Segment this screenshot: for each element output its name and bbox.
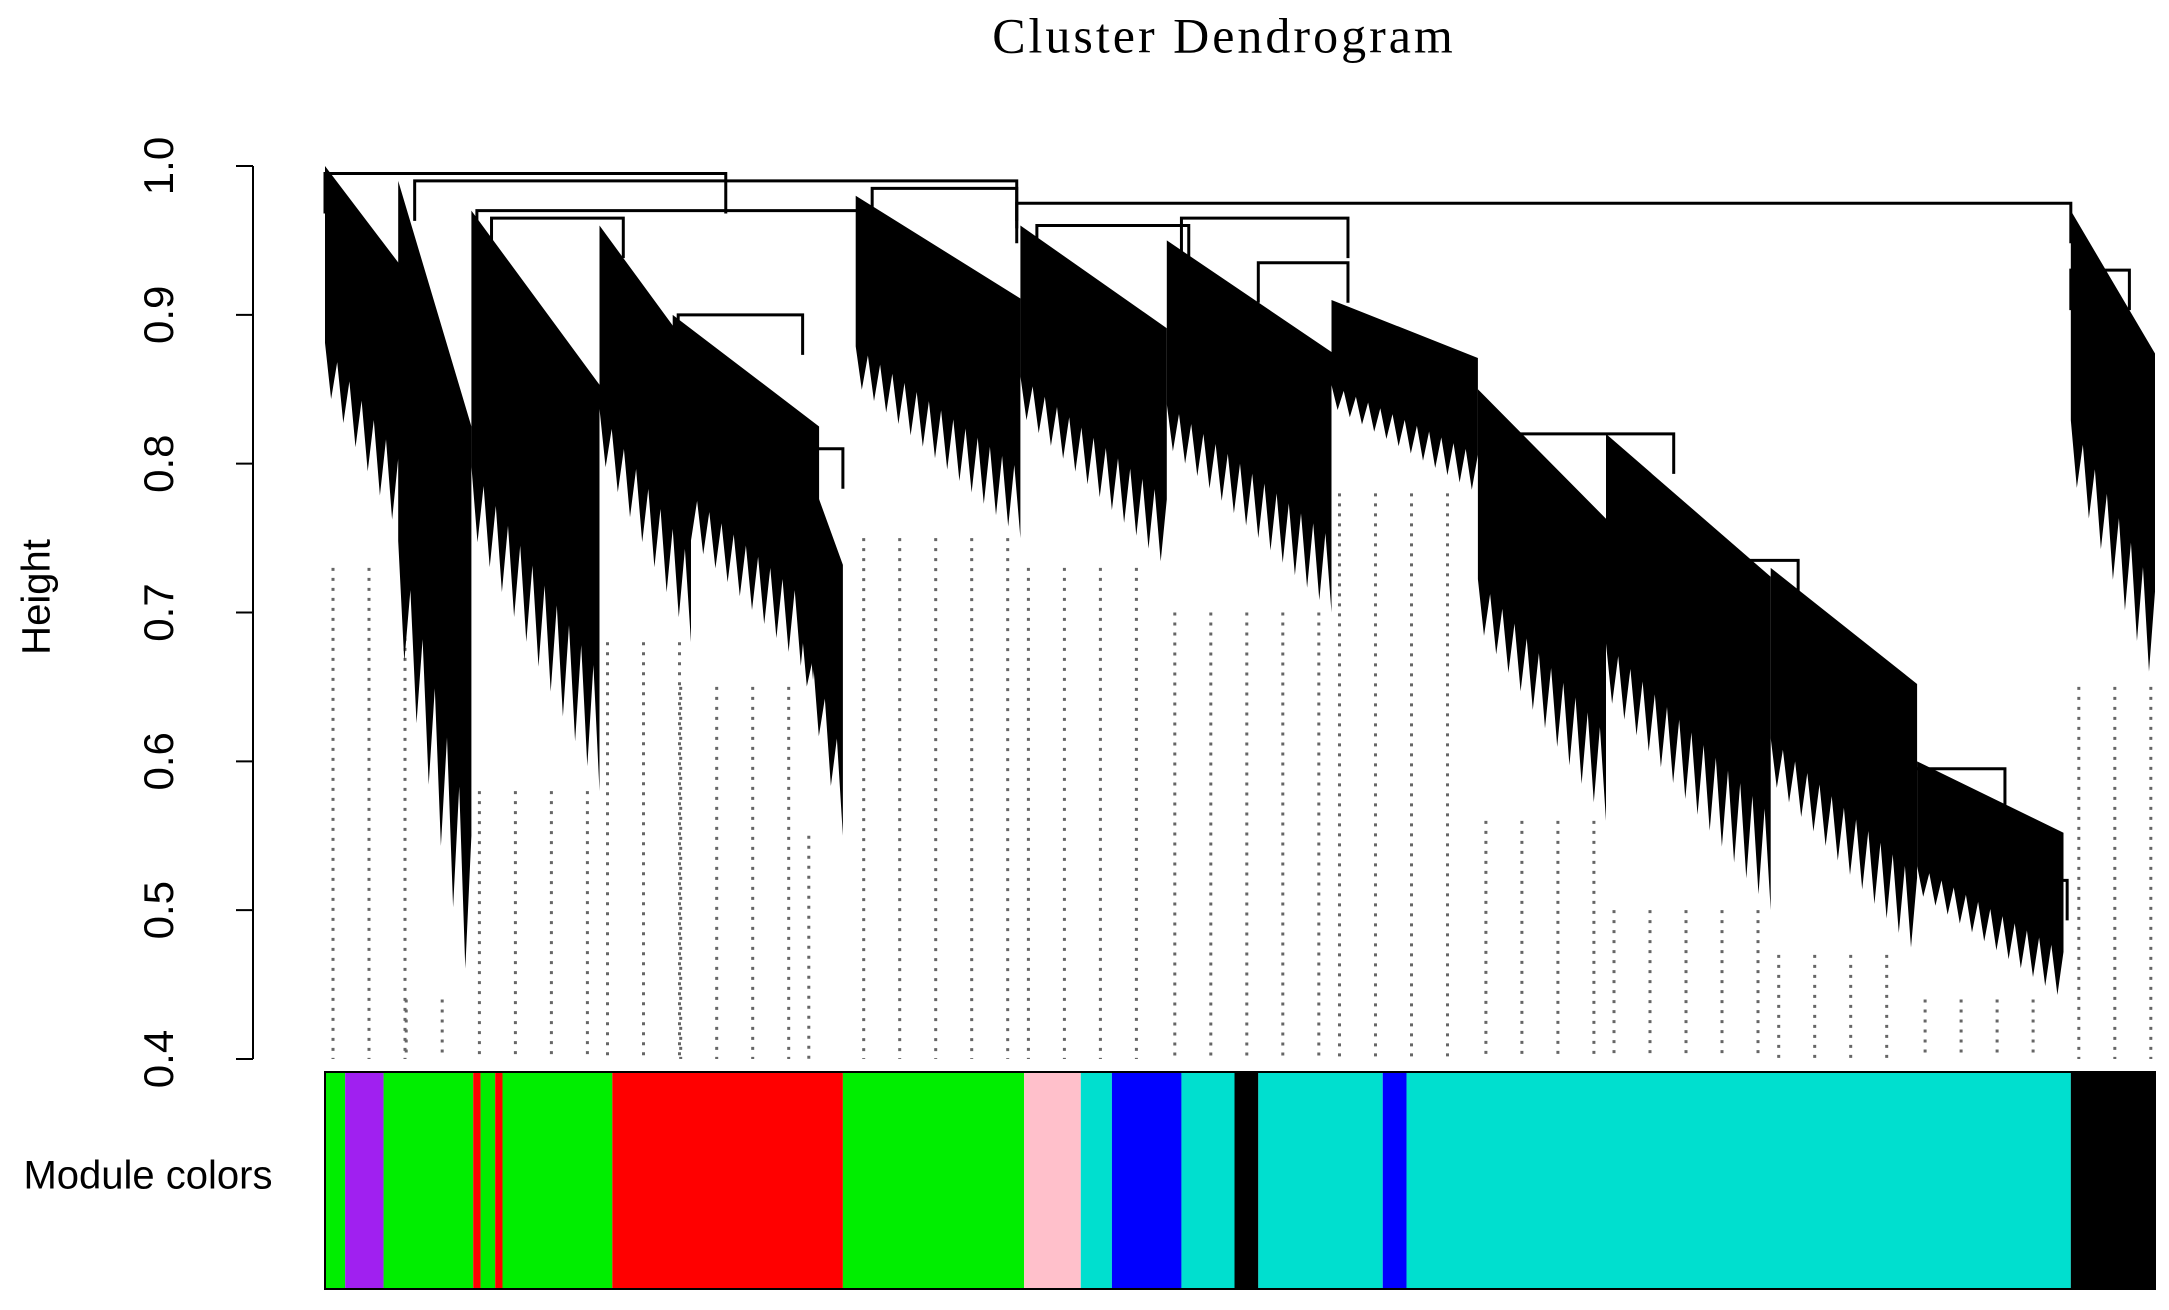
module-segment — [1024, 1072, 1081, 1289]
merge — [2069, 268, 2131, 311]
module-segment — [612, 1072, 843, 1289]
leaf-block — [471, 210, 600, 792]
module-segment — [1080, 1072, 1112, 1289]
y-tick-label: 0.6 — [135, 732, 182, 790]
module-segment — [473, 1072, 481, 1289]
merge — [1672, 558, 1800, 601]
leaf-block — [855, 195, 1021, 539]
module-segment — [383, 1072, 474, 1289]
merge — [1906, 767, 2007, 809]
leaf-block — [1477, 389, 1606, 821]
merge — [1015, 201, 2073, 244]
merge — [676, 313, 805, 355]
module-segment — [1111, 1072, 1182, 1289]
merge — [870, 186, 1019, 229]
leaf-block — [800, 448, 843, 836]
y-tick-label: 0.5 — [135, 881, 182, 939]
leaf-block — [1331, 299, 1478, 490]
merge — [475, 209, 874, 251]
color-bar-frame — [324, 1071, 2156, 1290]
module-segment — [480, 1072, 496, 1289]
y-tick-label: 0.8 — [135, 434, 182, 492]
module-segment — [842, 1072, 1025, 1289]
y-tick-label: 1.0 — [135, 137, 182, 195]
y-tick-label: 0.9 — [135, 286, 182, 344]
merge — [490, 216, 625, 259]
leaf-block — [325, 166, 417, 568]
leaf-block — [1166, 240, 1332, 613]
module-segment — [1258, 1072, 1383, 1289]
module-segment — [345, 1072, 384, 1289]
module-segment — [1234, 1072, 1259, 1289]
merge — [1035, 224, 1191, 266]
leaf-block — [1917, 761, 2064, 996]
merge — [2003, 878, 2069, 921]
leaf-block — [398, 180, 472, 969]
merge — [1478, 432, 1676, 474]
module-segment — [502, 1072, 613, 1289]
y-tick-label: 0.4 — [135, 1030, 182, 1088]
module-segment — [325, 1072, 346, 1289]
chart-title: Cluster Dendrogram — [992, 7, 1456, 63]
y-axis-label: Height — [15, 539, 59, 655]
leaf-block — [2070, 210, 2155, 672]
merge — [786, 447, 845, 489]
merge — [1179, 216, 1350, 259]
module-segment — [2070, 1072, 2155, 1289]
module-segment — [495, 1072, 503, 1289]
leaf-block — [672, 314, 820, 680]
leaf-block — [1606, 433, 1771, 911]
merge — [323, 171, 728, 214]
merge — [1256, 261, 1350, 303]
leaf-block — [599, 225, 691, 643]
module-segment — [1181, 1072, 1235, 1289]
module-segment — [1406, 1072, 2071, 1289]
y-tick-label: 0.7 — [135, 583, 182, 641]
leaf-block — [1770, 567, 1918, 948]
color-bar-label: Module colors — [23, 1154, 272, 1198]
leaf-block — [1020, 225, 1167, 562]
module-segment — [1382, 1072, 1407, 1289]
